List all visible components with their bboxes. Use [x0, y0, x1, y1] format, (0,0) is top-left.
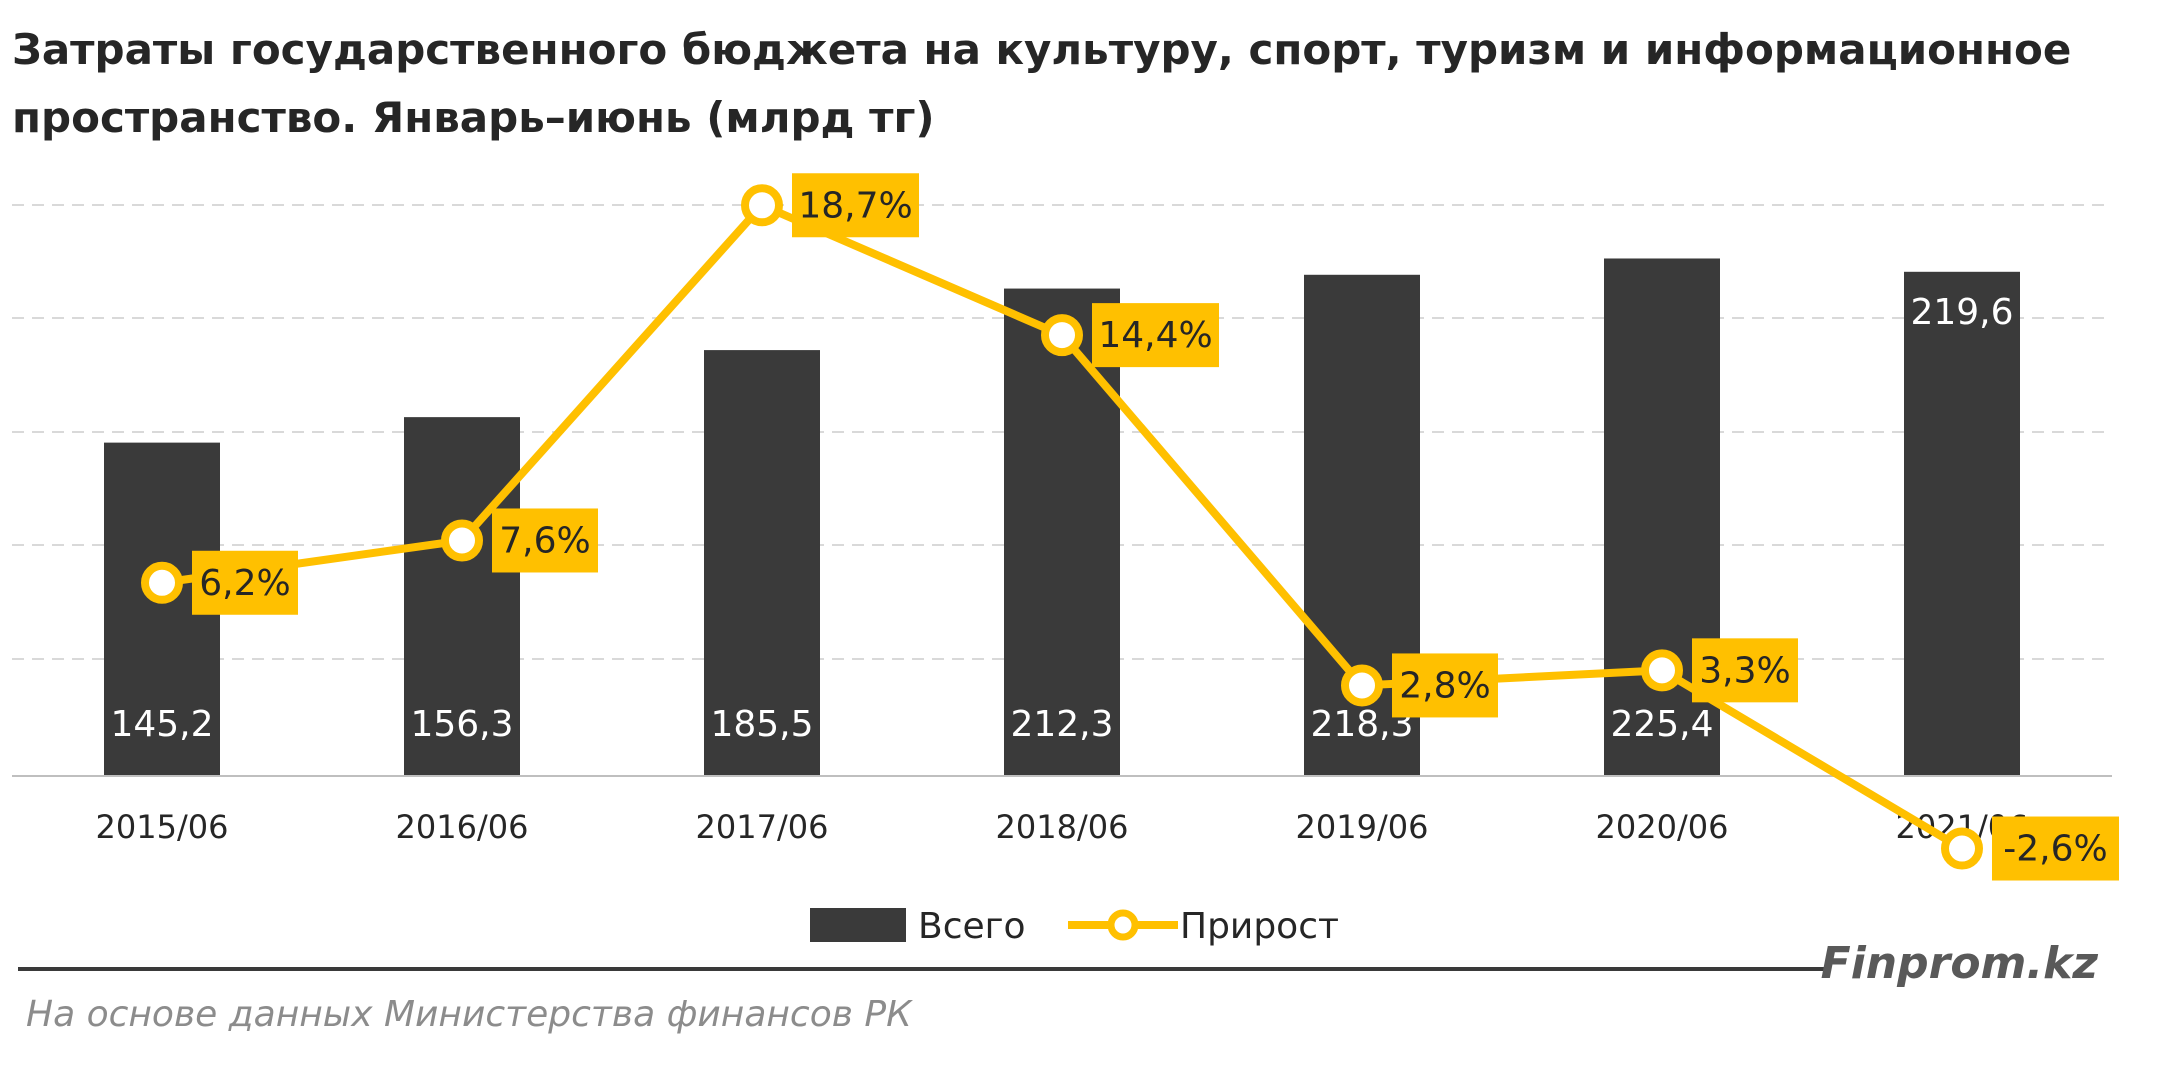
- brand-logo-text: Finprom.kz: [1820, 938, 2098, 989]
- growth-label-text: 6,2%: [199, 563, 290, 604]
- growth-point: [141, 561, 183, 604]
- x-tick-label: 2018/06: [996, 808, 1129, 846]
- growth-label-text: 3,3%: [1699, 650, 1790, 691]
- growth-label-text: 2,8%: [1399, 665, 1490, 706]
- growth-label: -2,6%: [1992, 816, 2119, 881]
- growth-label-box: [792, 173, 919, 238]
- bar-value-label: 219,6: [1910, 292, 2013, 333]
- x-tick-label: 2019/06: [1296, 808, 1429, 846]
- x-tick-label: 2016/06: [396, 808, 529, 846]
- bar-2016/06: [404, 417, 520, 776]
- line-series-prirost: 6,2% 7,6% 18,7% 14,4% 2,8% 3,3% -2,6%: [141, 173, 2119, 881]
- bar-value-label: 156,3: [410, 704, 513, 745]
- growth-label: 2,8%: [1392, 653, 1498, 718]
- growth-label-text: -2,6%: [2003, 829, 2107, 870]
- growth-label-box: [1092, 303, 1219, 368]
- x-tick-label: 2015/06: [96, 808, 229, 846]
- growth-label-text: 18,7%: [798, 185, 912, 226]
- bar-value-label: 225,4: [1610, 704, 1713, 745]
- growth-label-text: 7,6%: [499, 520, 590, 561]
- growth-label: 3,3%: [1692, 638, 1798, 703]
- source-note: На основе данных Министерства финансов Р…: [26, 994, 912, 1035]
- growth-point: [1641, 649, 1683, 692]
- growth-label-box: [1692, 638, 1798, 703]
- title-line-2: пространство. Январь–июнь (млрд тг): [12, 93, 935, 142]
- bar-2017/06: [704, 350, 820, 776]
- growth-point: [741, 184, 783, 227]
- growth-label: 7,6%: [492, 508, 598, 573]
- growth-label: 6,2%: [192, 550, 298, 615]
- growth-point: [1041, 314, 1083, 357]
- chart-title: Затраты государственного бюджета на куль…: [12, 16, 2132, 152]
- legend-swatch-vsego: [810, 908, 906, 942]
- bar-value-label: 212,3: [1010, 704, 1113, 745]
- bar-2021/06: [1904, 271, 2020, 776]
- legend-marker-prirost: [1107, 909, 1139, 941]
- legend-label-prirost: Прирост: [1180, 906, 1339, 947]
- growth-point: [1941, 827, 1983, 870]
- growth-label-box: [492, 508, 598, 573]
- footer-divider: [18, 967, 1826, 971]
- x-tick-label: 2020/06: [1596, 808, 1729, 846]
- growth-label-box: [192, 550, 298, 615]
- growth-label-text: 14,4%: [1098, 315, 1212, 356]
- title-line-1: Затраты государственного бюджета на куль…: [12, 25, 2072, 74]
- growth-point: [441, 519, 483, 562]
- bar-value-label: 145,2: [110, 704, 213, 745]
- growth-label: 14,4%: [1092, 303, 1219, 368]
- x-tick-label: 2017/06: [696, 808, 829, 846]
- bar-2018/06: [1004, 288, 1120, 776]
- legend: Всего Прирост: [810, 906, 1339, 947]
- growth-label-box: [1392, 653, 1498, 718]
- growth-point: [1341, 664, 1383, 707]
- growth-label: 18,7%: [792, 173, 919, 238]
- growth-label-box: [1992, 816, 2119, 881]
- bar-value-label: 185,5: [710, 704, 813, 745]
- legend-label-vsego: Всего: [918, 906, 1026, 947]
